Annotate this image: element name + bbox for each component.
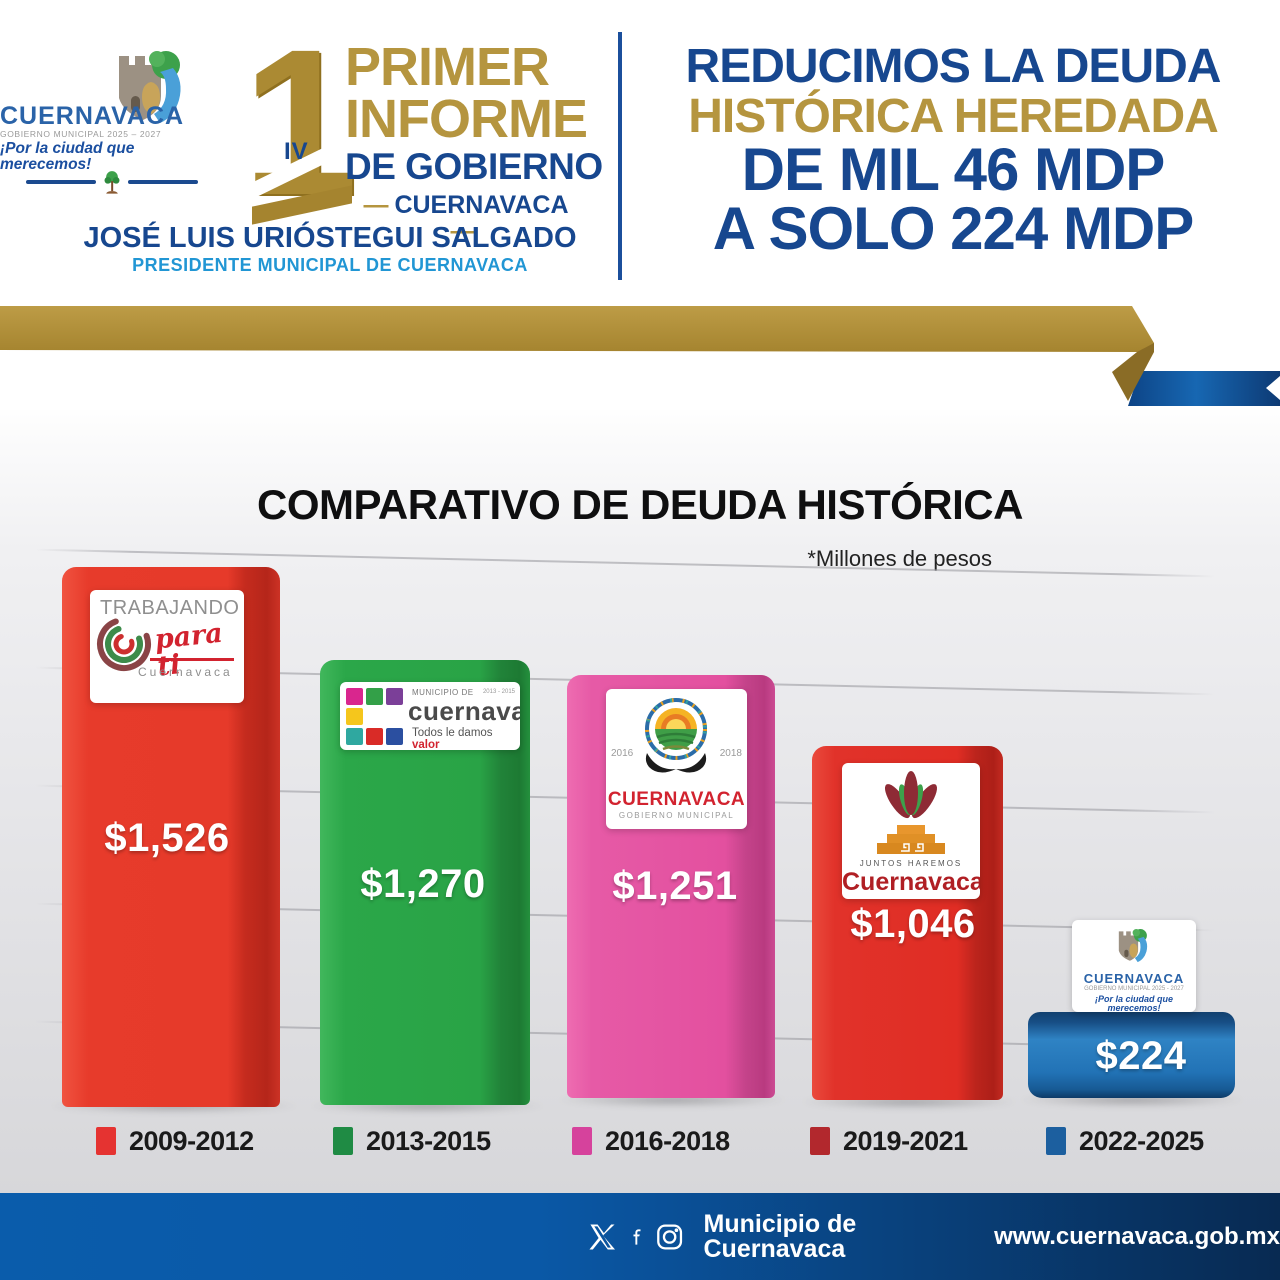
- card5-sub: GOBIERNO MUNICIPAL 2025 - 2027: [1084, 986, 1184, 992]
- headline-line3: DE MIL 46 MDP: [741, 136, 1166, 203]
- logo-tagline: ¡Por la ciudad que merecemos!: [0, 140, 135, 173]
- bar-value-2009-2012: $1,526: [104, 816, 230, 860]
- legend-swatch: [810, 1127, 830, 1155]
- report-title-city: CUERNAVACA: [345, 192, 581, 244]
- logo-card-2022-2025: CUERNAVACA GOBIERNO MUNICIPAL 2025 - 202…: [1072, 920, 1196, 1012]
- legend-item: 2019-2021: [810, 1127, 968, 1155]
- color-square: [346, 688, 363, 705]
- legend-item: 2013-2015: [333, 1127, 491, 1155]
- report-title-line3: DE GOBIERNO: [345, 146, 603, 187]
- gold-ribbon: [0, 306, 1280, 406]
- footer-account-name: Municipio de Cuernavaca: [703, 1210, 857, 1263]
- color-square: [346, 728, 363, 745]
- footer-bar: [0, 1193, 1280, 1280]
- mayor-name: JOSÉ LUIS URIÓSTEGUI SALGADO: [83, 222, 577, 254]
- chart-title: COMPARATIVO DE DEUDA HISTÓRICA: [257, 481, 1023, 528]
- card2-main: cuernavaca: [408, 696, 520, 726]
- legend-label: 2019-2021: [843, 1125, 968, 1156]
- bar-value-2016-2018: $1,251: [612, 864, 738, 908]
- card4-small: JUNTOS HAREMOS: [859, 859, 963, 868]
- ribbon-fold: [1112, 343, 1154, 401]
- card3-year-left: 2016: [611, 748, 634, 759]
- card5-tagline: ¡Por la ciudad que merecemos!: [1094, 994, 1173, 1013]
- footer-website-link[interactable]: www.cuernavaca.gob.mx: [994, 1223, 1280, 1250]
- card2-years: 2013 - 2015: [482, 689, 515, 695]
- logo-card-2019-2021: JUNTOS HAREMOS Cuernavaca: [842, 763, 980, 899]
- blue-ribbon-tail: [1128, 371, 1280, 406]
- legend-swatch: [572, 1127, 592, 1155]
- bar-value-2013-2015: $1,270: [360, 862, 486, 906]
- instagram-icon[interactable]: [656, 1221, 683, 1253]
- card1-line3: Cuernavaca: [138, 665, 233, 679]
- legend-swatch: [333, 1127, 353, 1155]
- agave-pyramid-icon: [877, 771, 945, 854]
- headline-line1: REDUCIMOS LA DEUDA: [685, 40, 1222, 93]
- legend-item: 2009-2012: [96, 1127, 254, 1155]
- headline-line4: A SOLO 224 MDP: [712, 195, 1195, 262]
- color-square: [386, 728, 403, 745]
- color-square: [366, 688, 383, 705]
- legend-swatch: [96, 1127, 116, 1155]
- legend-item: 2016-2018: [572, 1127, 730, 1155]
- card3-sub: GOBIERNO MUNICIPAL: [618, 811, 735, 820]
- card4-main: Cuernavaca: [842, 868, 980, 896]
- swirl-icon: [97, 618, 151, 671]
- color-square: [346, 708, 363, 725]
- card3-year-right: 2018: [719, 748, 742, 759]
- logo-card-2009-2012: TRABAJANDO para ti Cuernavaca: [90, 590, 244, 703]
- sun-hands-icon: [645, 698, 707, 773]
- facebook-icon[interactable]: [629, 1220, 644, 1254]
- card3-main: CUERNAVACA: [607, 789, 746, 810]
- color-square: [366, 728, 383, 745]
- logo-card-2013-2015: MUNICIPIO DE 2013 - 2015 cuernavaca Todo…: [340, 682, 520, 750]
- logo-name: CUERNAVACA: [0, 102, 185, 130]
- legend-label: 2016-2018: [605, 1125, 730, 1156]
- legend-label: 2013-2015: [366, 1125, 491, 1156]
- tree-icon: [104, 171, 120, 194]
- logo-divider: [0, 166, 224, 198]
- report-title-line2: INFORME: [345, 89, 588, 149]
- bar-2022-2025: [1028, 1012, 1235, 1098]
- card2-tagline: Todos le damos valor: [412, 727, 493, 750]
- headline-line2: HISTÓRICA HEREDADA: [688, 90, 1219, 143]
- mayor-title: PRESIDENTE MUNICIPAL DE CUERNAVACA: [132, 255, 528, 275]
- card2-small: MUNICIPIO DE: [412, 688, 474, 697]
- castle-logo-icon-small: [1112, 924, 1156, 970]
- card5-main: CUERNAVACA: [1083, 971, 1185, 986]
- bar-value-2022-2025: $224: [1095, 1034, 1187, 1078]
- bar-value-2019-2021: $1,046: [850, 902, 976, 946]
- legend-label: 2009-2012: [129, 1125, 254, 1156]
- card1-line1: TRABAJANDO: [100, 597, 240, 619]
- legend-label: 2022-2025: [1079, 1125, 1204, 1156]
- x-icon[interactable]: [588, 1220, 617, 1254]
- card1-underline: [150, 658, 234, 661]
- header-divider: [618, 32, 622, 280]
- report-title-line1: PRIMER: [345, 37, 550, 97]
- footer-content: Municipio de Cuernavaca www.cuernavaca.g…: [588, 1210, 1280, 1263]
- color-square: [386, 688, 403, 705]
- legend-item: 2022-2025: [1046, 1127, 1204, 1155]
- logo-subtitle: GOBIERNO MUNICIPAL 2025 – 2027: [0, 129, 162, 139]
- logo-card-2016-2018: 2016 2018 CUERNAVACA GOBIERNO MUNICIPAL: [606, 689, 747, 829]
- chart-subtitle: *Millones de pesos: [807, 546, 992, 571]
- legend-swatch: [1046, 1127, 1066, 1155]
- report-roman-numeral: IV: [284, 138, 309, 165]
